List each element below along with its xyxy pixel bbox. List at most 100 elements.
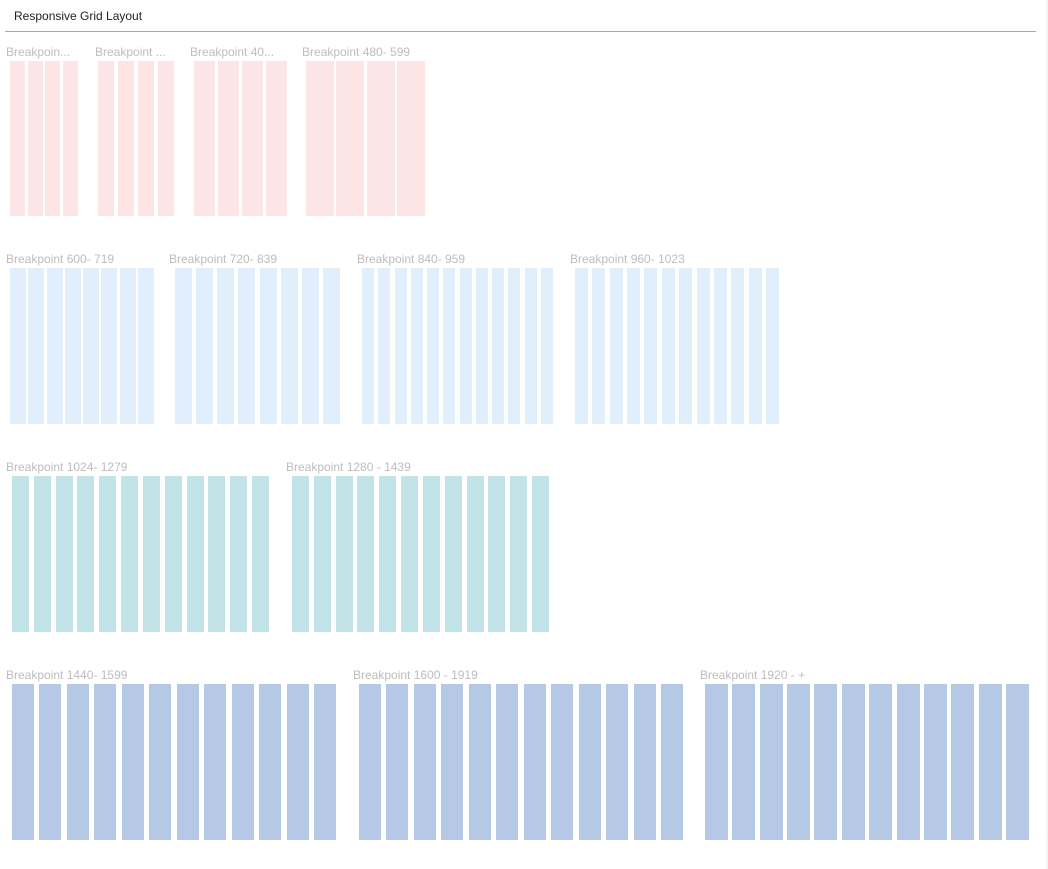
grid-column bbox=[77, 476, 94, 632]
grid-column bbox=[510, 476, 527, 632]
grid-column bbox=[842, 684, 865, 840]
grid-column bbox=[56, 476, 73, 632]
grid-column bbox=[714, 268, 727, 424]
grid-column bbox=[287, 684, 309, 840]
grid-row3-breakpoint-1 bbox=[12, 476, 269, 632]
grid-row3-breakpoint-2 bbox=[292, 476, 549, 632]
breakpoint-label-row4-3: Breakpoint 1920 - + bbox=[700, 668, 806, 682]
grid-column bbox=[395, 268, 407, 424]
grid-column bbox=[98, 61, 114, 216]
grid-column bbox=[122, 684, 144, 840]
grid-row4-breakpoint-3 bbox=[705, 684, 1029, 840]
grid-column bbox=[45, 61, 60, 216]
breakpoint-label-row3-1: Breakpoint 1024- 1279 bbox=[6, 460, 128, 474]
grid-column bbox=[187, 476, 204, 632]
grid-column bbox=[218, 61, 239, 216]
grid-row1-breakpoint-3 bbox=[194, 61, 287, 216]
breakpoint-label-row2-1: Breakpoint 600- 719 bbox=[6, 252, 115, 266]
grid-column bbox=[697, 268, 710, 424]
page-title: Responsive Grid Layout bbox=[14, 9, 143, 23]
breakpoint-label-row2-3: Breakpoint 840- 959 bbox=[357, 252, 466, 266]
grid-column bbox=[281, 268, 298, 424]
breakpoint-label-row3-2: Breakpoint 1280 - 1439 bbox=[286, 460, 411, 474]
grid-column bbox=[259, 684, 281, 840]
grid-column bbox=[705, 684, 728, 840]
grid-column bbox=[149, 684, 171, 840]
grid-column bbox=[175, 268, 192, 424]
grid-column bbox=[731, 268, 744, 424]
grid-column bbox=[427, 268, 439, 424]
grid-column bbox=[541, 268, 553, 424]
grid-column bbox=[357, 476, 374, 632]
grid-column bbox=[732, 684, 755, 840]
grid-column bbox=[292, 476, 309, 632]
grid-column bbox=[10, 268, 26, 424]
grid-column bbox=[575, 268, 588, 424]
breakpoint-label-row2-4: Breakpoint 960- 1023 bbox=[570, 252, 685, 266]
title-divider bbox=[5, 31, 1036, 32]
grid-column bbox=[610, 268, 623, 424]
grid-column bbox=[314, 684, 336, 840]
breakpoint-label-row1-4: Breakpoint 480- 599 bbox=[302, 45, 411, 59]
breakpoint-label-row2-2: Breakpoint 720- 839 bbox=[169, 252, 278, 266]
grid-column bbox=[63, 61, 78, 216]
grid-column bbox=[266, 61, 287, 216]
grid-column bbox=[143, 476, 160, 632]
grid-column bbox=[28, 268, 44, 424]
breakpoint-label-row4-1: Breakpoint 1440- 1599 bbox=[6, 668, 128, 682]
grid-row1-breakpoint-4 bbox=[306, 61, 425, 216]
grid-column bbox=[39, 684, 61, 840]
grid-column bbox=[524, 684, 546, 840]
grid-column bbox=[260, 268, 277, 424]
grid-column bbox=[67, 684, 89, 840]
grid-column bbox=[101, 268, 117, 424]
grid-row4-breakpoint-1 bbox=[12, 684, 336, 840]
grid-column bbox=[230, 476, 247, 632]
grid-column bbox=[94, 684, 116, 840]
grid-column bbox=[787, 684, 810, 840]
grid-column bbox=[924, 684, 947, 840]
grid-column bbox=[760, 684, 783, 840]
grid-column bbox=[194, 61, 215, 216]
grid-column bbox=[443, 268, 455, 424]
grid-column bbox=[138, 61, 154, 216]
grid-row2-breakpoint-2 bbox=[175, 268, 340, 424]
grid-column bbox=[488, 476, 505, 632]
grid-column bbox=[336, 61, 364, 216]
grid-column bbox=[217, 268, 234, 424]
grid-row1-breakpoint-2 bbox=[98, 61, 174, 216]
grid-column bbox=[34, 476, 51, 632]
grid-column bbox=[606, 684, 628, 840]
grid-column bbox=[551, 684, 573, 840]
grid-column bbox=[467, 476, 484, 632]
grid-column bbox=[378, 268, 390, 424]
grid-column bbox=[532, 476, 549, 632]
grid-column bbox=[592, 268, 605, 424]
breakpoint-label-row1-3: Breakpoint 40... bbox=[190, 45, 275, 59]
grid-column bbox=[362, 268, 374, 424]
grid-column bbox=[423, 476, 440, 632]
grid-column bbox=[979, 684, 1002, 840]
grid-column bbox=[386, 684, 408, 840]
grid-column bbox=[252, 476, 269, 632]
grid-column bbox=[814, 684, 837, 840]
grid-column bbox=[397, 61, 425, 216]
grid-column bbox=[445, 476, 462, 632]
grid-column bbox=[336, 476, 353, 632]
grid-column bbox=[951, 684, 974, 840]
grid-row1-breakpoint-1 bbox=[10, 61, 78, 216]
grid-column bbox=[634, 684, 656, 840]
grid-column bbox=[121, 476, 138, 632]
grid-row2-breakpoint-1 bbox=[10, 268, 154, 424]
grid-column bbox=[165, 476, 182, 632]
breakpoint-label-row1-2: Breakpoint ... bbox=[95, 45, 166, 59]
grid-column bbox=[65, 268, 81, 424]
breakpoint-label-row1-1: Breakpoin... bbox=[6, 45, 71, 59]
grid-column bbox=[579, 684, 601, 840]
grid-column bbox=[401, 476, 418, 632]
grid-column bbox=[525, 268, 537, 424]
page-header: Responsive Grid Layout bbox=[0, 0, 1038, 32]
canvas-right-edge bbox=[1046, 0, 1048, 869]
grid-row4-breakpoint-2 bbox=[359, 684, 683, 840]
grid-column bbox=[414, 684, 436, 840]
